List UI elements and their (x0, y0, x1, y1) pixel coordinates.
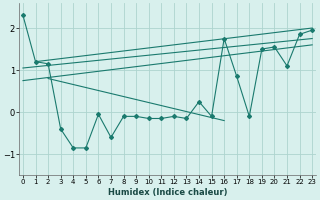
X-axis label: Humidex (Indice chaleur): Humidex (Indice chaleur) (108, 188, 227, 197)
